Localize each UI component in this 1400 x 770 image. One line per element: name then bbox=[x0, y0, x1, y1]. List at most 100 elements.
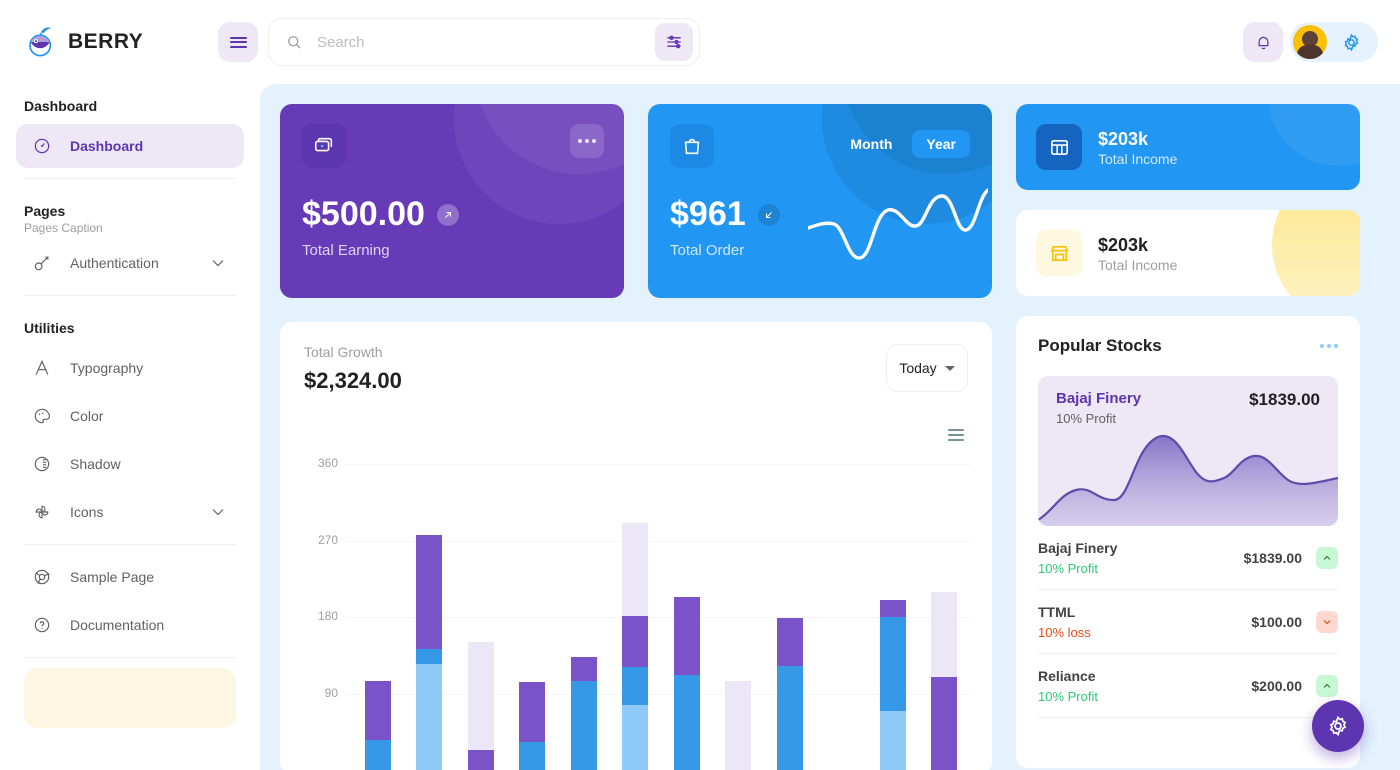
income-white-text: $203k Total Income bbox=[1098, 233, 1177, 273]
sidebar-item-typography[interactable]: Typography bbox=[16, 346, 244, 390]
menu-toggle-button[interactable] bbox=[218, 22, 258, 62]
sidebar-item-shadow[interactable]: Shadow bbox=[16, 442, 244, 486]
sidebar-divider-3 bbox=[24, 544, 236, 545]
chart-bar[interactable] bbox=[416, 464, 443, 770]
chart-bar[interactable] bbox=[519, 464, 546, 770]
sidebar-item-documentation[interactable]: Documentation bbox=[16, 603, 244, 647]
stock-price: $200.00 bbox=[1251, 678, 1302, 694]
sidebar-item-label: Authentication bbox=[70, 255, 159, 271]
popular-stocks-menu-button[interactable] bbox=[1320, 344, 1338, 348]
chart-bar[interactable] bbox=[467, 464, 494, 770]
featured-stock-card[interactable]: Bajaj Finery 10% Profit $1839.00 bbox=[1038, 376, 1338, 526]
income-blue-text: $203k Total Income bbox=[1098, 127, 1177, 167]
chart-bar[interactable] bbox=[725, 464, 752, 770]
sidebar-item-dashboard[interactable]: Dashboard bbox=[16, 124, 244, 168]
bag-icon-box bbox=[670, 124, 714, 168]
chart-bar[interactable] bbox=[879, 464, 906, 770]
sidebar: BERRY Dashboard Dashboard Pages Pages Ca… bbox=[0, 0, 260, 770]
growth-caption: Total Growth bbox=[304, 344, 383, 360]
chevron-down-icon bbox=[212, 260, 224, 267]
sidebar-item-label: Typography bbox=[70, 360, 144, 376]
brand-logo[interactable]: BERRY bbox=[0, 0, 260, 84]
notification-button[interactable] bbox=[1243, 22, 1283, 62]
sidebar-item-icons[interactable]: Icons bbox=[16, 490, 244, 534]
chart-bar[interactable] bbox=[673, 464, 700, 770]
income-white-label: Total Income bbox=[1098, 257, 1178, 274]
settings-fab-button[interactable] bbox=[1312, 700, 1364, 752]
stock-row[interactable]: Reliance 10% Profit $200.00 bbox=[1038, 654, 1338, 718]
profile-settings-icon-wrap[interactable] bbox=[1327, 32, 1375, 53]
sidebar-group-title-utilities: Utilities bbox=[24, 320, 75, 336]
chart-bar[interactable] bbox=[364, 464, 391, 770]
chart-bar-segment bbox=[416, 663, 443, 770]
chart-bar-segment bbox=[879, 710, 906, 770]
avatar bbox=[1293, 25, 1327, 59]
growth-period-select[interactable]: Today bbox=[886, 344, 968, 392]
gear-icon bbox=[1329, 715, 1347, 737]
chart-bar-segment bbox=[622, 705, 649, 770]
chart-bar[interactable] bbox=[570, 464, 597, 770]
gridline bbox=[346, 617, 970, 618]
gear-icon bbox=[1344, 33, 1358, 51]
key-icon bbox=[34, 256, 49, 271]
sidebar-group-title-pages: Pages bbox=[24, 203, 66, 219]
y-axis-tick-label: 270 bbox=[317, 532, 338, 547]
chart-bar-segment bbox=[622, 667, 649, 706]
profile-menu-button[interactable] bbox=[1290, 22, 1378, 62]
dot bbox=[1334, 344, 1338, 348]
chart-bar-segment bbox=[931, 591, 958, 677]
chart-menu-button[interactable] bbox=[948, 426, 964, 444]
growth-header: Total Growth $2,324.00 Today bbox=[304, 344, 968, 394]
order-toggle-year[interactable]: Year bbox=[912, 130, 970, 158]
dot bbox=[1320, 344, 1324, 348]
stock-row[interactable]: TTML 10% loss $100.00 bbox=[1038, 590, 1338, 654]
dot bbox=[578, 139, 582, 143]
order-trend-badge bbox=[757, 203, 780, 226]
gridline bbox=[346, 464, 970, 465]
chart-bar[interactable] bbox=[828, 464, 854, 770]
chart-bar-segment bbox=[467, 750, 494, 770]
earning-trend-badge bbox=[436, 203, 459, 226]
sidebar-divider-4 bbox=[24, 657, 236, 658]
table-icon-box bbox=[1036, 124, 1082, 170]
order-period-toggle[interactable]: Month Year bbox=[836, 130, 970, 158]
gridline bbox=[346, 693, 970, 695]
earning-amount: $500.00 bbox=[302, 195, 425, 233]
stock-row[interactable]: Bajaj Finery 10% Profit $1839.00 bbox=[1038, 526, 1338, 590]
chart-bar-segment bbox=[879, 600, 906, 617]
sidebar-item-label: Shadow bbox=[70, 456, 121, 472]
chart-bar-segment bbox=[776, 617, 803, 667]
order-toggle-month[interactable]: Month bbox=[850, 136, 893, 152]
menu-line bbox=[948, 439, 964, 441]
chart-bar[interactable] bbox=[931, 464, 958, 770]
sidebar-item-color[interactable]: Color bbox=[16, 394, 244, 438]
avatar-head bbox=[1302, 31, 1318, 47]
chart-bar-segment bbox=[673, 674, 700, 770]
chart-bar-segment bbox=[364, 740, 391, 770]
chart-bar-segment bbox=[931, 676, 958, 770]
search-bar[interactable] bbox=[268, 18, 700, 66]
search-filter-button[interactable] bbox=[655, 23, 693, 61]
sidebar-divider-1 bbox=[24, 178, 236, 179]
chart-bar[interactable] bbox=[622, 464, 649, 770]
sidebar-item-sample-page[interactable]: Sample Page bbox=[16, 555, 244, 599]
stock-name: Bajaj Finery bbox=[1038, 540, 1118, 556]
earning-card-menu-button[interactable] bbox=[570, 124, 604, 158]
chart-bar-segment bbox=[570, 680, 597, 770]
sidebar-promo-card[interactable] bbox=[24, 668, 236, 728]
left-column: $500.00 Total Earning Month Year bbox=[280, 104, 992, 770]
featured-stock-area-chart bbox=[1038, 434, 1338, 526]
main-content: $500.00 Total Earning Month Year bbox=[260, 84, 1400, 770]
search-input[interactable] bbox=[303, 33, 655, 51]
chart-bar[interactable] bbox=[776, 464, 803, 770]
help-icon bbox=[34, 617, 50, 633]
bar-group bbox=[352, 446, 970, 770]
trend-up-icon bbox=[1316, 547, 1338, 569]
sidebar-item-authentication[interactable]: Authentication bbox=[16, 241, 244, 285]
total-earning-card: $500.00 Total Earning bbox=[280, 104, 624, 298]
popular-stocks-card: Popular Stocks Bajaj Finery 10% Profit $… bbox=[1016, 316, 1360, 768]
chart-bar-segment bbox=[519, 682, 546, 742]
burger-line bbox=[229, 41, 247, 43]
stock-list: Bajaj Finery 10% Profit $1839.00 TTML 10% lo… bbox=[1038, 526, 1338, 718]
sidebar-group-title-dashboard: Dashboard bbox=[24, 98, 98, 114]
